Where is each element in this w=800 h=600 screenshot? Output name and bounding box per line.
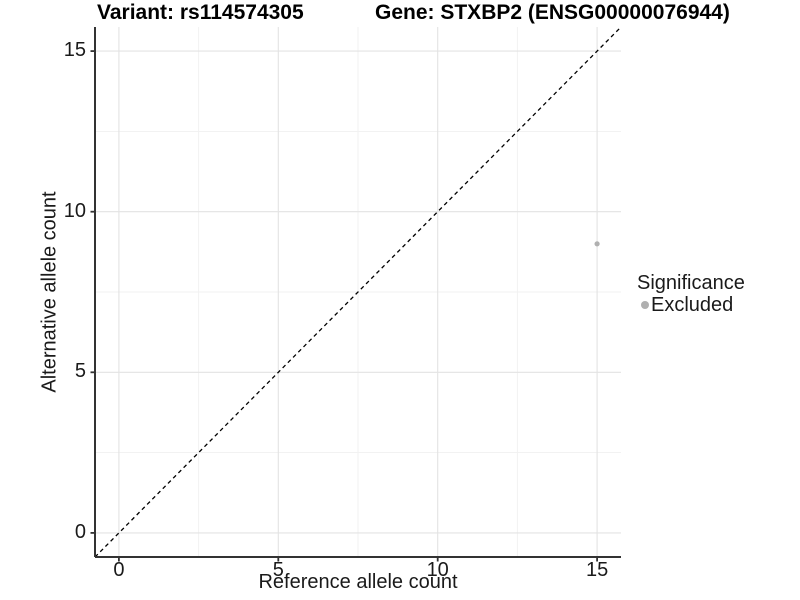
gene-title: Gene: STXBP2 (ENSG00000076944) bbox=[375, 1, 730, 24]
y-tick-label: 5 bbox=[74, 360, 86, 383]
x-tick-label: 10 bbox=[426, 559, 449, 581]
x-axis-title: Reference allele count bbox=[258, 571, 458, 593]
y-tick-label: 10 bbox=[63, 199, 86, 222]
y-tick-label: 0 bbox=[74, 520, 86, 543]
x-tick-label: 15 bbox=[585, 559, 609, 581]
legend: Significance Excluded bbox=[637, 272, 745, 316]
legend-title: Significance bbox=[637, 272, 745, 294]
legend-entry-label: Excluded bbox=[651, 294, 734, 316]
variant-title: Variant: rs114574305 bbox=[97, 1, 304, 24]
identity-dashed-line bbox=[94, 26, 622, 558]
x-tick-label: 5 bbox=[272, 559, 284, 581]
y-tick-label: 15 bbox=[63, 39, 86, 62]
data-point bbox=[594, 241, 600, 247]
legend-marker-circle-icon bbox=[641, 301, 649, 309]
legend-entry-excluded: Excluded bbox=[637, 294, 745, 316]
x-tick-label: 0 bbox=[113, 559, 125, 581]
